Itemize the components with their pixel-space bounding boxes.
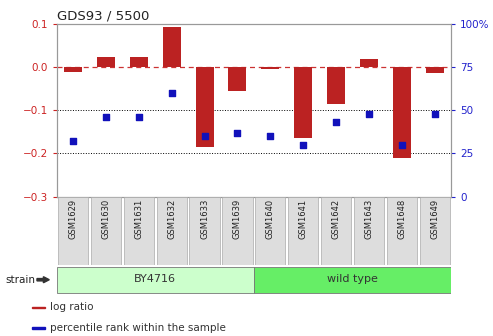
Text: GSM1630: GSM1630	[102, 199, 110, 239]
Bar	[32, 306, 45, 308]
Text: GSM1632: GSM1632	[167, 199, 176, 239]
Bar	[360, 59, 378, 67]
Text: GSM1649: GSM1649	[430, 199, 439, 239]
FancyBboxPatch shape	[91, 197, 121, 265]
Point	[168, 90, 176, 95]
Text: GSM1640: GSM1640	[266, 199, 275, 239]
Bar	[32, 327, 45, 329]
Bar	[163, 27, 181, 67]
Point	[102, 114, 110, 120]
Text: strain: strain	[5, 275, 35, 285]
Point	[398, 142, 406, 147]
Text: GSM1642: GSM1642	[332, 199, 341, 239]
Bar	[130, 57, 148, 67]
FancyBboxPatch shape	[387, 197, 417, 265]
Bar	[393, 67, 411, 158]
FancyBboxPatch shape	[255, 197, 285, 265]
Text: GSM1639: GSM1639	[233, 199, 242, 239]
FancyBboxPatch shape	[420, 197, 450, 265]
Text: GSM1643: GSM1643	[364, 199, 373, 239]
Point	[201, 133, 209, 139]
Point	[332, 120, 340, 125]
FancyBboxPatch shape	[354, 197, 384, 265]
Point	[234, 130, 242, 135]
FancyBboxPatch shape	[58, 197, 88, 265]
Point	[135, 114, 143, 120]
Text: percentile rank within the sample: percentile rank within the sample	[50, 323, 226, 333]
Point	[69, 138, 77, 144]
Text: BY4716: BY4716	[134, 274, 176, 284]
FancyBboxPatch shape	[222, 197, 252, 265]
Text: log ratio: log ratio	[50, 302, 94, 312]
FancyBboxPatch shape	[254, 266, 451, 293]
FancyBboxPatch shape	[321, 197, 351, 265]
Point	[299, 142, 307, 147]
Bar	[327, 67, 345, 103]
Point	[266, 133, 274, 139]
Text: GDS93 / 5500: GDS93 / 5500	[57, 9, 149, 23]
Bar	[196, 67, 213, 147]
Bar	[261, 67, 280, 69]
Bar	[425, 67, 444, 73]
Text: wild type: wild type	[327, 274, 378, 284]
Text: GSM1648: GSM1648	[397, 199, 406, 239]
FancyBboxPatch shape	[57, 266, 254, 293]
FancyBboxPatch shape	[157, 197, 187, 265]
Bar	[294, 67, 312, 138]
Point	[365, 111, 373, 116]
Bar	[228, 67, 246, 91]
Text: GSM1631: GSM1631	[135, 199, 143, 239]
Point	[431, 111, 439, 116]
Bar	[97, 57, 115, 67]
Bar	[64, 67, 82, 72]
Text: GSM1633: GSM1633	[200, 199, 209, 239]
FancyBboxPatch shape	[189, 197, 220, 265]
FancyBboxPatch shape	[124, 197, 154, 265]
Text: GSM1629: GSM1629	[69, 199, 77, 239]
Text: GSM1641: GSM1641	[299, 199, 308, 239]
FancyBboxPatch shape	[288, 197, 318, 265]
